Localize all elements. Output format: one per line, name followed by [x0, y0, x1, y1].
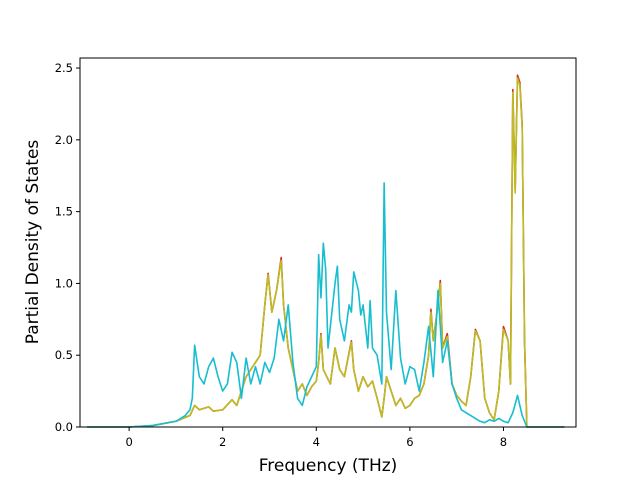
- y-tick-label: 1.0: [55, 276, 73, 290]
- x-tick-label: 6: [406, 435, 413, 449]
- y-tick-label: 0.0: [55, 420, 73, 434]
- plot-background: [80, 58, 576, 427]
- y-tick-label: 1.5: [55, 205, 73, 219]
- x-tick-label: 0: [125, 435, 132, 449]
- x-tick-label: 4: [313, 435, 320, 449]
- pdos-series-2-line: [87, 77, 565, 428]
- y-tick-label: 2.0: [55, 133, 73, 147]
- y-tick-label: 2.5: [55, 61, 73, 75]
- x-axis-ticks: 0 2 4 6 8: [125, 427, 507, 449]
- series-layer: [87, 74, 565, 428]
- x-tick-label: 8: [500, 435, 507, 449]
- plot-area: [79, 57, 577, 428]
- pdos-series-3-line: [87, 182, 565, 428]
- x-axis-label: Frequency (THz): [259, 456, 398, 476]
- y-tick-label: 0.5: [55, 348, 73, 362]
- x-tick-label: 2: [219, 435, 226, 449]
- y-axis-label: Partial Density of States: [23, 140, 43, 345]
- plot-frame: [79, 57, 577, 428]
- y-axis-ticks: 0.0 0.5 1.0 1.5 2.0 2.5: [55, 61, 80, 434]
